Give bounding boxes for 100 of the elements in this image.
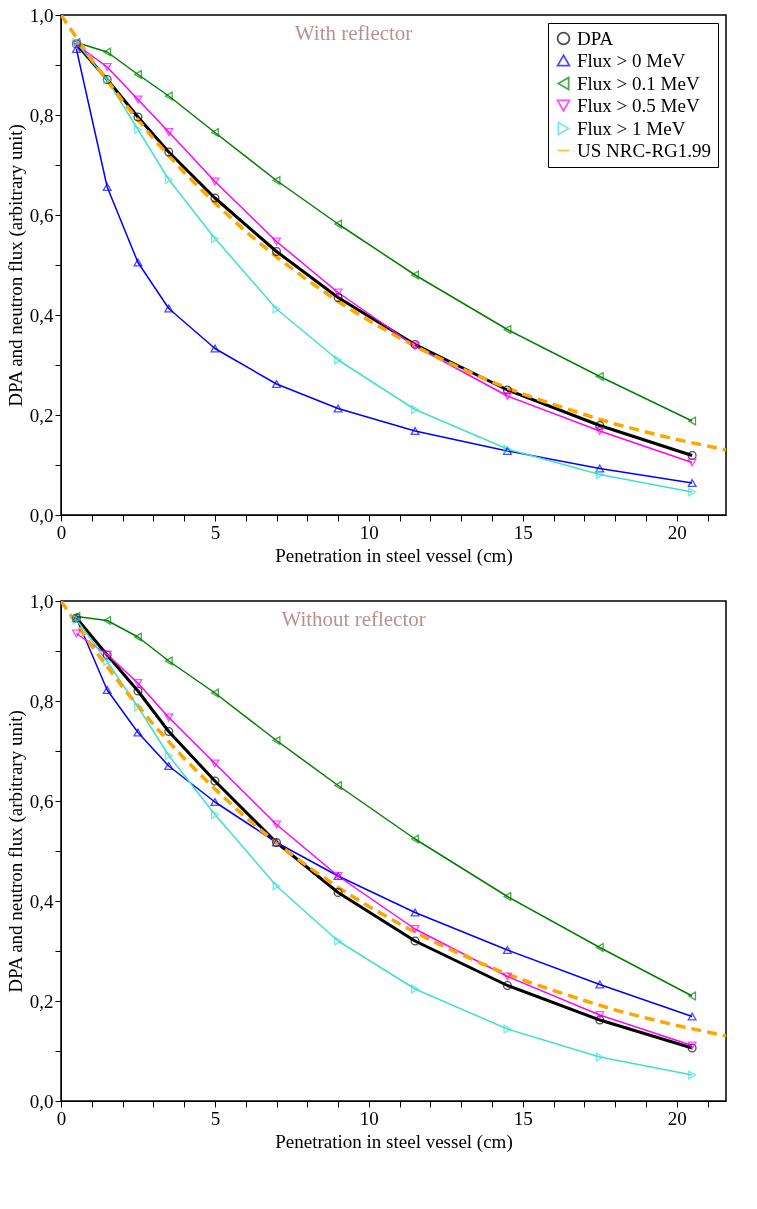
- point: [411, 984, 420, 994]
- point: [410, 936, 420, 946]
- point: [164, 726, 174, 737]
- point: [410, 925, 420, 933]
- point: [688, 1070, 697, 1080]
- point: [133, 632, 142, 642]
- point: [333, 288, 343, 297]
- point: [595, 942, 604, 953]
- x-tick-label: 0: [56, 521, 67, 543]
- x-tick-label: 15: [513, 521, 533, 543]
- point: [133, 679, 143, 687]
- point: [71, 629, 81, 638]
- x-tick-label: 0: [56, 1107, 67, 1129]
- point: [272, 881, 281, 891]
- y-tick-label: 0,0: [29, 1090, 54, 1112]
- point: [210, 344, 220, 353]
- point: [102, 686, 112, 694]
- point: [164, 128, 174, 136]
- point: [687, 479, 697, 487]
- point: [271, 237, 282, 246]
- x-tick-label: 15: [513, 1107, 533, 1129]
- point: [411, 834, 420, 844]
- y-tick-label: 1,0: [29, 590, 54, 612]
- y-axis-title: DPA and neutron flux (arbitrary unit): [4, 124, 27, 407]
- x-tick-label: 5: [210, 521, 221, 543]
- point: [334, 780, 343, 791]
- y-tick-label: 0,4: [29, 890, 54, 912]
- point: [103, 47, 112, 57]
- point: [133, 112, 143, 122]
- point: [595, 420, 605, 431]
- point: [595, 427, 605, 435]
- point: [210, 759, 220, 768]
- point: [688, 487, 697, 497]
- point: [133, 686, 143, 696]
- y-tick-label: 0,4: [29, 304, 54, 326]
- x-tick-label: 20: [667, 521, 687, 543]
- annotation: With reflector: [294, 21, 413, 45]
- point: [210, 776, 220, 786]
- point: [334, 936, 343, 946]
- point: [133, 69, 142, 80]
- point: [595, 1011, 605, 1019]
- point: [687, 450, 697, 461]
- point: [133, 702, 142, 712]
- legend-label: US NRC-RG1.99: [577, 139, 712, 161]
- legend-label: Flux > 0.1 MeV: [577, 72, 700, 94]
- point: [595, 980, 605, 989]
- point: [164, 656, 173, 666]
- point: [71, 45, 81, 53]
- y-tick-label: 0,6: [29, 790, 54, 812]
- point: [502, 385, 512, 395]
- point: [210, 193, 220, 203]
- point: [271, 246, 282, 257]
- point: [133, 95, 143, 104]
- point: [164, 174, 173, 185]
- point: [103, 656, 112, 667]
- point: [210, 688, 219, 698]
- legend-label: Flux > 1 MeV: [577, 117, 686, 139]
- x-tick-label: 5: [210, 1107, 221, 1129]
- point: [687, 458, 697, 467]
- point: [272, 735, 281, 746]
- annotation: Without reflector: [281, 607, 426, 631]
- point: [595, 1015, 605, 1025]
- point: [595, 469, 604, 480]
- point: [210, 809, 219, 820]
- point: [503, 324, 512, 335]
- point: [688, 991, 697, 1001]
- point: [411, 404, 420, 415]
- point: [133, 124, 142, 135]
- x-tick-label: 20: [667, 1107, 687, 1129]
- y-tick-label: 0,8: [29, 690, 54, 712]
- point: [272, 175, 281, 186]
- point: [210, 177, 220, 186]
- x-axis-title: Penetration in steel vessel (cm): [275, 1130, 513, 1153]
- point: [595, 1052, 604, 1062]
- x-tick-label: 10: [359, 521, 379, 543]
- point: [410, 908, 420, 917]
- y-tick-label: 1,0: [29, 4, 54, 26]
- point: [102, 63, 112, 71]
- legend-label: Flux > 0 MeV: [577, 49, 686, 71]
- point: [210, 798, 220, 806]
- point: [133, 728, 143, 737]
- point: [687, 1012, 697, 1021]
- point: [502, 972, 512, 981]
- point: [688, 416, 697, 426]
- point: [103, 615, 112, 626]
- point: [164, 762, 174, 770]
- point: [210, 127, 219, 138]
- legend-label: DPA: [577, 27, 614, 49]
- point: [272, 304, 281, 314]
- point: [271, 820, 282, 829]
- legend-label: Flux > 0.5 MeV: [577, 94, 700, 116]
- point: [210, 233, 219, 244]
- point: [164, 713, 174, 722]
- point: [503, 1024, 512, 1034]
- point: [133, 258, 143, 267]
- point: [410, 427, 420, 435]
- y-axis-title: DPA and neutron flux (arbitrary unit): [4, 710, 27, 993]
- point: [595, 464, 605, 473]
- x-tick-label: 10: [359, 1107, 379, 1129]
- y-tick-label: 0,2: [29, 404, 54, 426]
